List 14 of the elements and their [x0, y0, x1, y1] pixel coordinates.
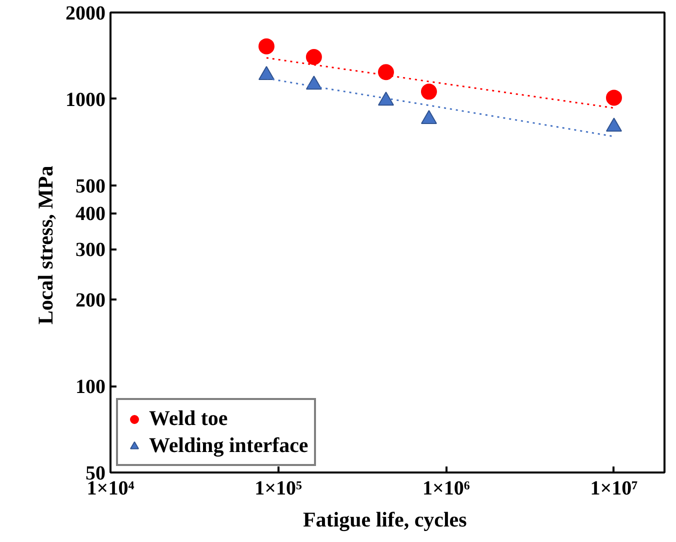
x-axis-title: Fatigue life, cycles — [302, 508, 467, 532]
y-axis-title: Local stress, MPa — [34, 165, 58, 325]
legend-label: Weld toe — [149, 406, 228, 431]
y-tick-label: 1000 — [66, 88, 106, 111]
y-tick-label: 300 — [76, 239, 106, 262]
y-tick-label: 2000 — [66, 2, 106, 24]
y-tick-label: 200 — [76, 290, 106, 312]
x-tick-label: 1×10⁷ — [590, 478, 638, 500]
y-tick-label: 400 — [76, 203, 106, 226]
y-tick-label: 100 — [76, 376, 106, 398]
x-tick-label: 1×10⁵ — [254, 478, 302, 500]
legend-label: Welding interface — [149, 433, 308, 458]
y-tick-label: 500 — [76, 175, 106, 198]
x-tick-label: 1×10⁶ — [422, 478, 470, 500]
